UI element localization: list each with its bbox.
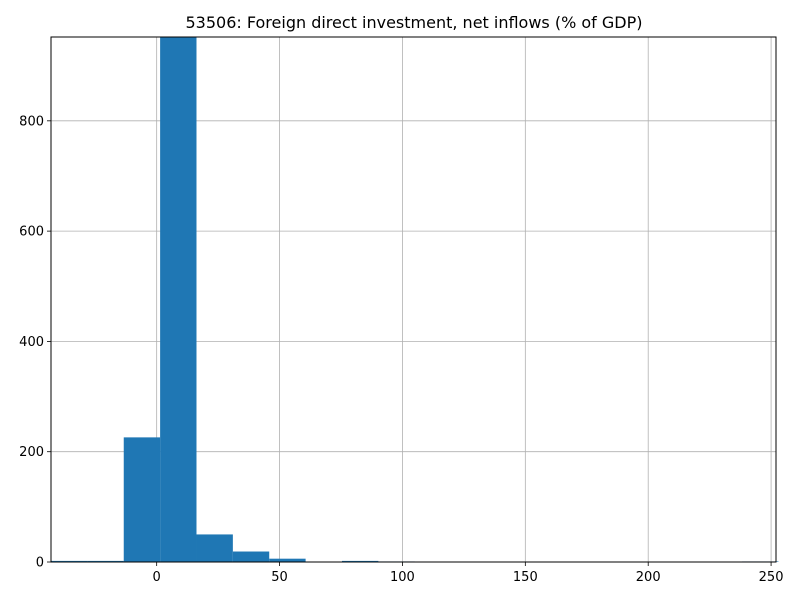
histogram-bar — [341, 560, 379, 562]
histogram-bar — [269, 558, 306, 562]
y-axis-ticks: 0 200 400 600 800 — [19, 114, 51, 571]
histogram-bar — [51, 560, 88, 562]
y-tick-label: 200 — [19, 445, 44, 460]
x-tick-label: 50 — [271, 570, 288, 585]
histogram-bars — [51, 37, 779, 562]
y-tick-label: 600 — [19, 225, 44, 240]
x-tick-label: 250 — [759, 570, 784, 585]
histogram-bar — [123, 437, 161, 562]
x-tick-label: 150 — [513, 570, 538, 585]
histogram-bar — [232, 551, 270, 562]
histogram-bar — [196, 534, 233, 562]
chart-title: 53506: Foreign direct investment, net in… — [186, 13, 643, 32]
histogram-bar — [160, 37, 197, 562]
x-tick-label: 200 — [636, 570, 661, 585]
y-tick-label: 400 — [19, 335, 44, 350]
histogram-bar — [87, 560, 124, 562]
y-tick-label: 800 — [19, 114, 44, 129]
x-tick-label: 100 — [390, 570, 415, 585]
x-axis-ticks: 0 50 100 150 200 250 — [153, 562, 784, 585]
plot-area-frame — [50, 36, 777, 563]
y-tick-label: 0 — [36, 556, 44, 571]
x-tick-label: 0 — [153, 570, 161, 585]
